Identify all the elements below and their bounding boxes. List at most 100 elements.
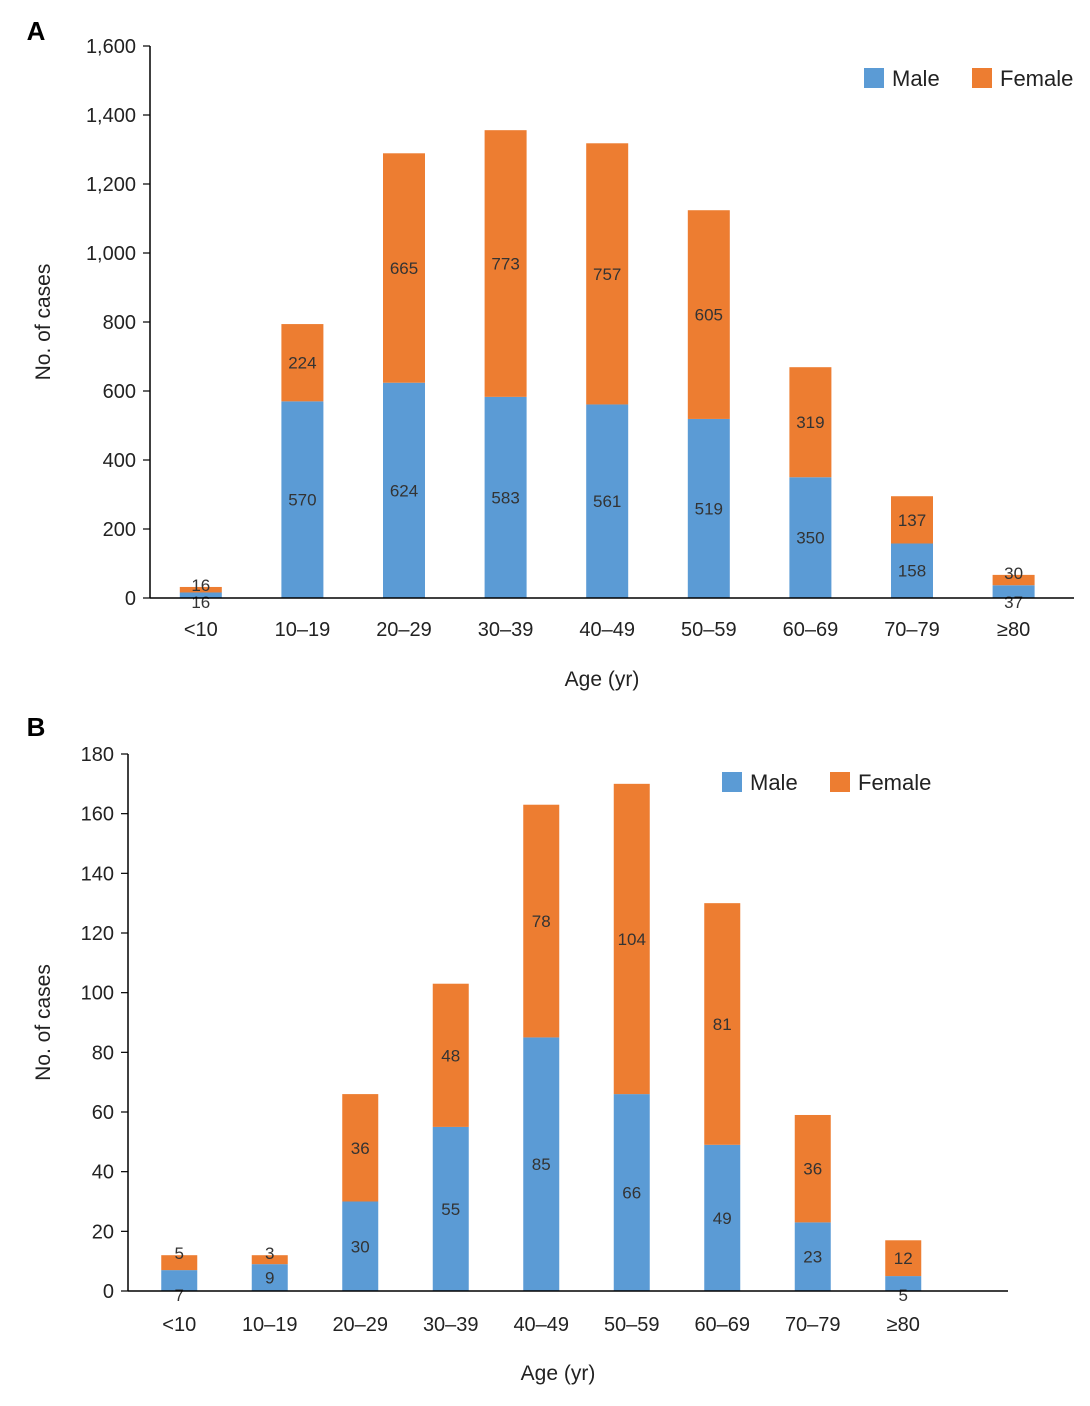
male-value-label: 66 (622, 1184, 641, 1203)
female-bar (383, 153, 425, 383)
male-value-label: 624 (390, 481, 418, 500)
female-value-label: 104 (618, 930, 646, 949)
male-value-label: 583 (491, 488, 519, 507)
y-tick-label: 0 (125, 588, 136, 610)
y-tick-label: 100 (81, 983, 114, 1005)
female-legend-label: Female (858, 770, 931, 795)
y-tick-label: 200 (103, 519, 136, 541)
x-tick-label: 30–39 (478, 619, 534, 641)
female-legend-swatch (830, 772, 850, 792)
male-bar (687, 418, 730, 598)
male-value-label: 561 (593, 492, 621, 511)
female-bar (342, 1094, 379, 1202)
male-bar (179, 592, 222, 598)
female-value-label: 665 (390, 259, 418, 278)
female-value-label: 773 (491, 255, 519, 274)
male-bar (885, 1276, 922, 1291)
y-tick-label: 180 (81, 744, 114, 766)
y-tick-label: 1,000 (86, 243, 136, 265)
x-tick-label: <10 (184, 619, 218, 641)
female-value-label: 605 (695, 306, 723, 325)
x-tick-label: 40–49 (513, 1314, 569, 1336)
x-tick-label: 10–19 (275, 619, 331, 641)
male-bar (794, 1222, 831, 1291)
male-bar (281, 401, 324, 598)
y-tick-label: 1,600 (86, 36, 136, 58)
female-legend-swatch (972, 68, 992, 88)
male-bar (992, 585, 1035, 598)
y-tick-label: 60 (92, 1102, 114, 1124)
male-value-label: 519 (695, 499, 723, 518)
x-tick-label: 40–49 (579, 619, 635, 641)
male-value-label: 30 (351, 1237, 370, 1256)
female-value-label: 3 (265, 1244, 274, 1263)
x-axis-title: Age (yr) (565, 668, 640, 691)
male-value-label: 55 (441, 1200, 460, 1219)
x-tick-label: 60–69 (694, 1314, 750, 1336)
male-value-label: 16 (191, 593, 210, 612)
male-value-label: 5 (899, 1286, 908, 1305)
x-tick-label: 10–19 (242, 1314, 298, 1336)
y-tick-label: 20 (92, 1221, 114, 1243)
female-bar (704, 903, 741, 1145)
male-legend-label: Male (750, 770, 798, 795)
female-value-label: 78 (532, 912, 551, 931)
female-value-label: 16 (191, 576, 210, 595)
x-tick-label: ≥80 (997, 619, 1030, 641)
y-axis-title: No. of cases (32, 964, 55, 1081)
male-value-label: 23 (803, 1248, 822, 1267)
female-bar (432, 983, 469, 1127)
female-value-label: 5 (175, 1244, 184, 1263)
y-axis-title: No. of cases (32, 264, 55, 381)
female-value-label: 36 (351, 1139, 370, 1158)
female-bar (161, 1255, 198, 1271)
female-bar (281, 324, 324, 402)
y-tick-label: 40 (92, 1162, 114, 1184)
male-value-label: 350 (796, 529, 824, 548)
male-bar (523, 1037, 560, 1291)
y-tick-label: 1,400 (86, 105, 136, 127)
y-tick-label: 160 (81, 804, 114, 826)
female-bar (794, 1114, 831, 1223)
male-legend-swatch (864, 68, 884, 88)
female-bar (885, 1240, 922, 1277)
female-bar (891, 496, 933, 544)
female-bar (687, 210, 730, 419)
male-bar (891, 543, 933, 598)
x-tick-label: <10 (162, 1314, 196, 1336)
male-bar (342, 1201, 379, 1291)
y-tick-label: 400 (103, 450, 136, 472)
female-bar (613, 783, 650, 1095)
y-tick-label: 80 (92, 1042, 114, 1064)
panel-label: A (27, 16, 46, 46)
male-bar (432, 1126, 469, 1291)
male-value-label: 9 (265, 1269, 274, 1288)
male-value-label: 37 (1004, 593, 1023, 612)
y-tick-label: 800 (103, 312, 136, 334)
male-legend-label: Male (892, 66, 940, 91)
x-tick-label: 70–79 (884, 619, 940, 641)
x-tick-label: 70–79 (785, 1314, 841, 1336)
female-bar (523, 804, 560, 1038)
panel-label: B (27, 712, 46, 742)
y-tick-label: 1,200 (86, 174, 136, 196)
female-value-label: 30 (1004, 564, 1023, 583)
x-tick-label: 50–59 (681, 619, 737, 641)
male-value-label: 570 (288, 491, 316, 510)
male-bar (251, 1264, 288, 1291)
female-bar (251, 1255, 288, 1265)
female-bar (992, 574, 1035, 586)
female-bar (484, 130, 527, 397)
male-value-label: 7 (175, 1286, 184, 1305)
male-value-label: 85 (532, 1155, 551, 1174)
male-value-label: 158 (898, 562, 926, 581)
y-tick-label: 0 (103, 1281, 114, 1303)
male-bar (586, 404, 629, 598)
x-tick-label: 30–39 (423, 1314, 479, 1336)
male-bar (383, 382, 425, 598)
x-tick-label: 50–59 (604, 1314, 660, 1336)
male-bar (704, 1144, 741, 1291)
female-value-label: 48 (441, 1046, 460, 1065)
